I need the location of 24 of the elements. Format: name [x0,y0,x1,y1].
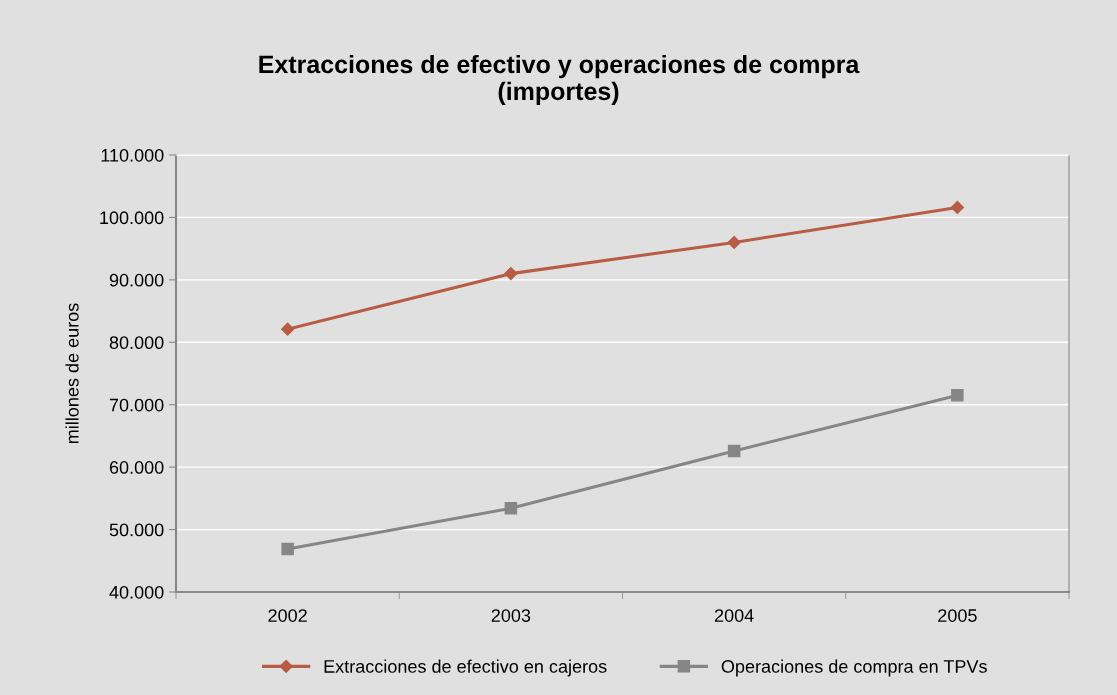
legend-label: Operaciones de compra en TPVs [721,659,987,677]
chart-title: Extracciones de efectivo y operaciones de compra (importes) [259,54,860,106]
y-tick-label: 50.000 [109,523,164,537]
point [727,235,741,249]
point [504,267,518,281]
point [281,322,295,336]
y-tick-label: 90.000 [109,273,164,287]
point [727,444,741,458]
x-tick-label: 2004 [714,609,754,622]
point [504,502,518,515]
y-tick-label: 70.000 [109,398,164,412]
y-tick-label: 80.000 [109,336,164,350]
y-tick-label: 100.000 [100,211,164,225]
point [951,389,964,402]
x-tick-label: 2005 [938,609,977,622]
y-tick-label: 110.000 [101,148,164,162]
y-axis-title: millones de euros [65,303,79,444]
y-tick-label: 40.000 [109,585,164,599]
y-tick-label: 60.000 [109,461,164,474]
point [950,200,964,215]
x-tick-label: 2003 [491,609,531,622]
x-tick-label: 2002 [268,609,307,622]
point [281,542,294,556]
legend-label: Extracciones de efectivo en cajeros [324,659,607,677]
